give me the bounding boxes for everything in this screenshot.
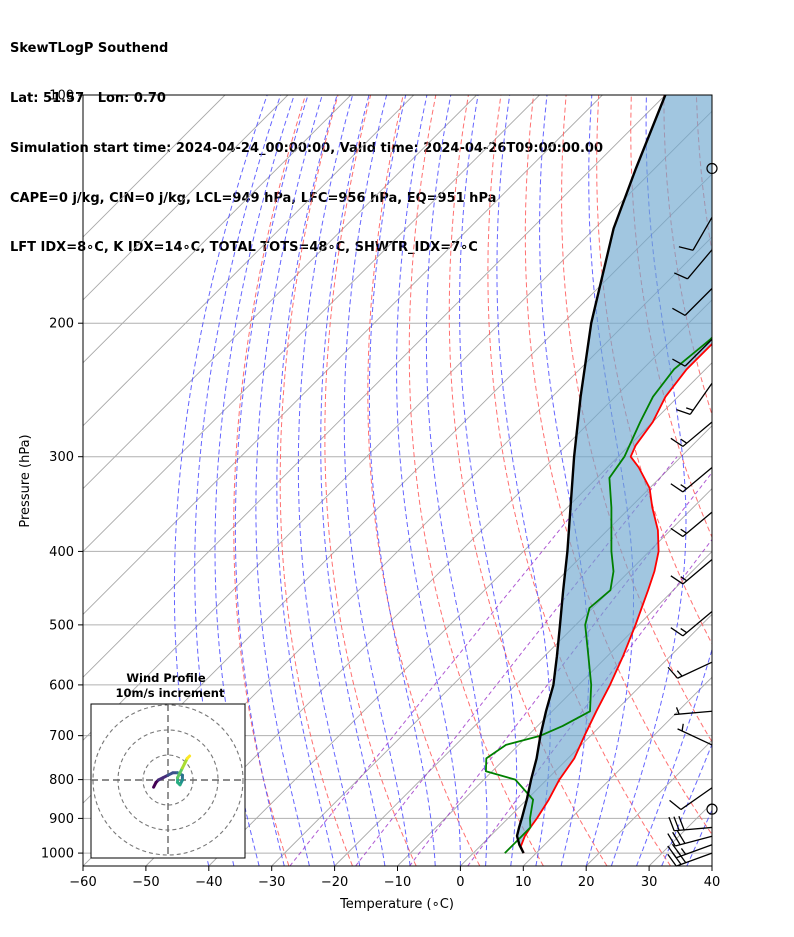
barb-half-flag: [681, 629, 687, 633]
barb-half-flag: [681, 439, 687, 443]
y-tick-label: 700: [49, 729, 74, 744]
y-tick-label: 200: [49, 317, 74, 332]
moist-adiabat: [426, 95, 487, 866]
moist-adiabat: [277, 95, 337, 866]
barb-staff: [678, 729, 712, 745]
dry-adiabat: [280, 95, 352, 866]
dry-adiabat: [729, 95, 794, 866]
moist-adiabat: [737, 95, 794, 866]
barb-staff: [674, 827, 712, 830]
x-tick-label: 30: [641, 875, 658, 890]
x-tick-label: −30: [258, 875, 285, 890]
x-axis-title: Temperature (∘C): [339, 897, 454, 912]
moist-adiabat: [344, 95, 410, 866]
y-tick-label: 600: [49, 678, 74, 693]
x-tick-label: 0: [456, 875, 464, 890]
x-tick-label: 20: [578, 875, 595, 890]
moist-adiabat: [369, 95, 435, 866]
profile-lines: [486, 95, 794, 853]
wind-barb: [671, 467, 712, 491]
wind-barb: [670, 788, 712, 810]
moist-adiabat: [321, 95, 385, 866]
barb-flag: [670, 800, 681, 809]
x-tick-label: 40: [704, 875, 721, 890]
y-tick-label: 900: [49, 812, 74, 827]
barb-staff: [676, 853, 712, 866]
y-tick-label: 300: [49, 450, 74, 465]
y-tick-label: 800: [49, 773, 74, 788]
cape-cin-shading: [517, 95, 794, 853]
wind-barb: [668, 831, 712, 846]
x-tick-label: −40: [195, 875, 222, 890]
isotherm: [0, 95, 540, 866]
barb-flag: [676, 410, 690, 415]
barb-staff: [678, 662, 712, 678]
barb-staff: [683, 512, 712, 536]
barb-staff: [676, 845, 712, 858]
y-tick-label: 500: [49, 618, 74, 633]
isotherm: [272, 95, 794, 866]
barb-staff: [683, 422, 712, 446]
barb-half-flag: [682, 724, 683, 731]
dry-adiabat: [325, 95, 416, 866]
x-tick-label: −60: [69, 875, 96, 890]
y-axis-title: Pressure (hPa): [18, 434, 33, 527]
inset-title: Wind Profile: [126, 671, 206, 685]
wind-barb: [676, 383, 712, 414]
x-tick-label: 10: [515, 875, 532, 890]
x-tick-label: −10: [384, 875, 411, 890]
barb-flag: [668, 667, 678, 678]
barb-staff: [690, 383, 712, 414]
barb-staff: [683, 467, 712, 491]
moist-adiabat: [235, 95, 308, 866]
barb-half-flag: [686, 408, 693, 410]
y-tick-label: 100: [49, 89, 74, 104]
wind-barb: [674, 707, 712, 714]
dry-adiabat: [409, 95, 543, 866]
x-tick-label: −20: [321, 875, 348, 890]
barb-half-flag: [681, 485, 687, 489]
y-tick-label: 400: [49, 545, 74, 560]
wind-barb: [671, 512, 712, 536]
barb-flag: [669, 817, 674, 831]
isotherm: [712, 95, 794, 866]
wind-barb: [671, 422, 712, 446]
wind-profile-inset: Wind Profile 10m/s increment: [91, 671, 245, 858]
dry-adiabat: [762, 95, 794, 866]
y-tick-label: 1000: [41, 847, 74, 862]
moist-adiabat: [712, 95, 794, 866]
isotherm: [0, 95, 602, 866]
barb-half-flag: [677, 671, 682, 676]
inset-subtitle: 10m/s increment: [116, 686, 225, 700]
moist-adiabat: [298, 95, 359, 866]
wind-barb: [668, 662, 712, 678]
x-tick-label: −50: [132, 875, 159, 890]
moist-adiabat: [256, 95, 322, 866]
hodograph-segment: [187, 756, 189, 758]
